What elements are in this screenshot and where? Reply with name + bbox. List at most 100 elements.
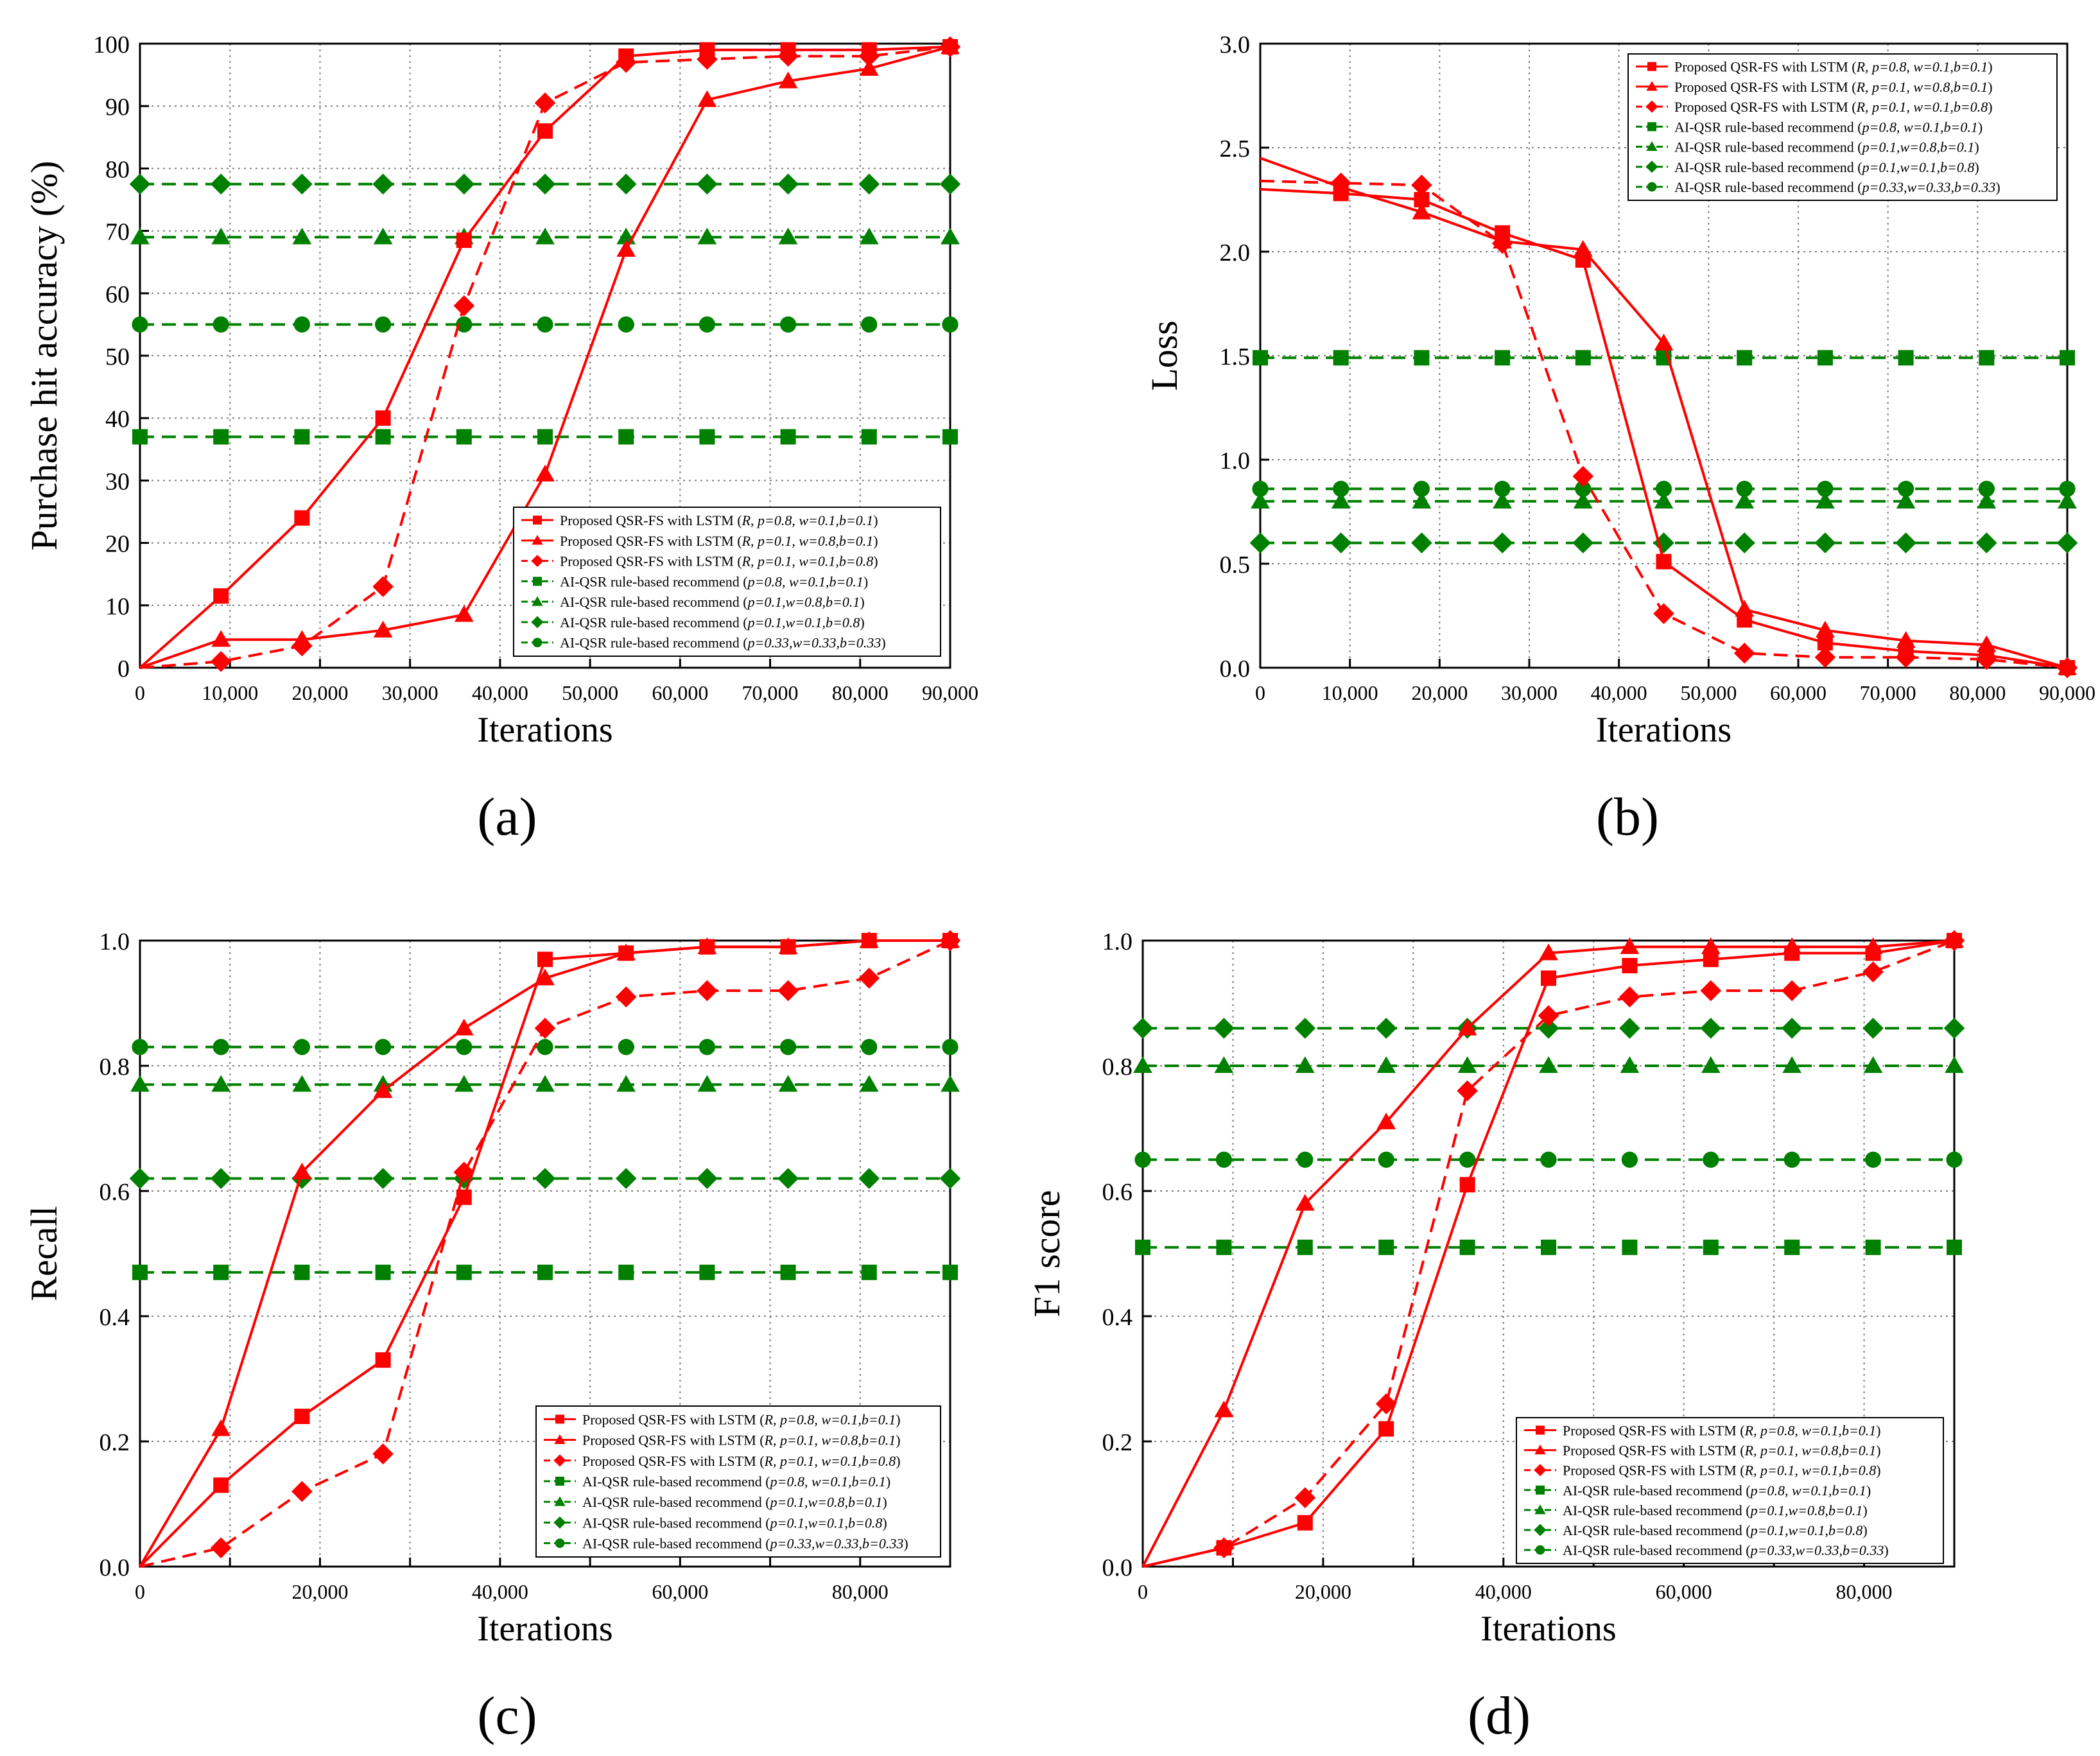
x-tick-label: 90,000 <box>922 681 978 704</box>
data-point <box>1491 532 1513 553</box>
data-point <box>1814 532 1836 553</box>
legend-item: AI-QSR rule-based recommend (p=0.33,w=0.… <box>1524 1542 1889 1558</box>
legend-item: AI-QSR rule-based recommend (p=0.1,w=0.1… <box>1524 1522 1868 1538</box>
data-point <box>1862 1018 1884 1039</box>
data-point <box>1378 1421 1394 1437</box>
data-point <box>537 1264 553 1280</box>
series-5 <box>1251 491 2077 509</box>
data-point <box>132 316 148 333</box>
data-point <box>1654 333 1674 351</box>
legend-marker <box>555 1414 564 1424</box>
data-point <box>2056 532 2078 553</box>
y-tick-label: 0.8 <box>1102 1054 1133 1081</box>
data-point <box>1539 943 1558 961</box>
legend-marker <box>1647 62 1656 71</box>
data-point <box>858 46 880 67</box>
data-point <box>1653 603 1674 625</box>
x-tick-label: 40,000 <box>1475 1580 1532 1603</box>
data-point <box>1573 239 1593 257</box>
legend-marker <box>531 555 544 568</box>
legend-marker <box>1536 1425 1545 1435</box>
legend-label: AI-QSR rule-based recommend (p=0.8, w=0.… <box>582 1473 890 1490</box>
data-point <box>1457 1018 1477 1036</box>
legend-label: AI-QSR rule-based recommend (p=0.1,w=0.1… <box>582 1515 887 1531</box>
legend-item: Proposed QSR-FS with LSTM (R, p=0.8, w=0… <box>1636 59 1993 75</box>
data-point <box>1133 1056 1152 1074</box>
legend-label: AI-QSR rule-based recommend (p=0.1,w=0.8… <box>560 594 865 610</box>
legend-label: AI-QSR rule-based recommend (p=0.1,w=0.1… <box>560 614 865 630</box>
data-point <box>132 429 148 445</box>
legend-marker <box>531 616 544 629</box>
data-point <box>697 1075 717 1092</box>
x-tick-label: 60,000 <box>1770 681 1827 704</box>
y-tick-label: 80 <box>105 156 130 183</box>
data-point <box>1653 532 1674 553</box>
data-point <box>1539 1056 1558 1074</box>
data-point <box>1737 350 1753 366</box>
legend-item: AI-QSR rule-based recommend (p=0.8, w=0.… <box>1524 1482 1871 1499</box>
legend: Proposed QSR-FS with LSTM (R, p=0.8, w=0… <box>1516 1417 1944 1564</box>
data-point <box>616 1075 636 1092</box>
data-point <box>535 227 555 245</box>
data-point <box>453 1161 475 1183</box>
data-point <box>1781 980 1803 1002</box>
legend-label: AI-QSR rule-based recommend (p=0.33,w=0.… <box>1563 1542 1889 1558</box>
data-point <box>2060 350 2075 366</box>
data-point <box>210 1168 232 1189</box>
panel-label: (b) <box>1596 787 1659 847</box>
data-point <box>1898 350 1914 366</box>
data-point <box>454 605 474 622</box>
data-point <box>1733 532 1755 553</box>
legend-item: Proposed QSR-FS with LSTM (R, p=0.1, w=0… <box>521 533 878 549</box>
data-point <box>615 986 637 1008</box>
legend-marker <box>555 1538 565 1548</box>
data-point <box>1898 480 1914 497</box>
data-point <box>1816 491 1835 509</box>
legend-marker <box>1535 1545 1545 1555</box>
legend-marker <box>1534 1524 1547 1536</box>
y-tick-label: 1.0 <box>100 928 130 955</box>
data-point <box>1700 1018 1722 1039</box>
data-point <box>293 316 310 333</box>
data-point <box>1895 532 1916 553</box>
data-point <box>780 1264 796 1280</box>
data-point <box>1331 491 1351 509</box>
data-point <box>1494 480 1511 497</box>
data-point <box>211 1075 231 1092</box>
legend-box <box>513 507 941 657</box>
data-point <box>697 227 717 245</box>
series-line <box>1260 179 2068 669</box>
data-point <box>373 227 393 245</box>
data-point <box>1375 1393 1397 1414</box>
legend-box <box>1516 1417 1944 1564</box>
series-7 <box>1134 1151 1963 1168</box>
data-point <box>291 1481 313 1502</box>
data-point <box>1781 1018 1803 1039</box>
data-point <box>210 650 232 672</box>
data-point <box>1733 643 1755 664</box>
data-point <box>1703 1239 1719 1255</box>
data-point <box>1333 480 1349 497</box>
data-point <box>213 316 229 333</box>
legend-label: Proposed QSR-FS with LSTM (R, p=0.1, w=0… <box>1674 79 1993 95</box>
data-point <box>778 1075 798 1092</box>
data-point <box>861 1039 878 1056</box>
data-point <box>294 1409 310 1424</box>
y-tick-label: 2.5 <box>1220 135 1251 162</box>
legend-item: AI-QSR rule-based recommend (p=0.1,w=0.1… <box>521 614 865 630</box>
data-point <box>615 1168 637 1189</box>
data-point <box>1817 350 1833 366</box>
data-point <box>1541 1239 1556 1255</box>
data-point <box>861 429 877 445</box>
data-point <box>942 1039 959 1056</box>
legend: Proposed QSR-FS with LSTM (R, p=0.8, w=0… <box>535 1405 941 1558</box>
data-point <box>1295 1194 1315 1211</box>
legend-label: Proposed QSR-FS with LSTM (R, p=0.1, w=0… <box>1563 1443 1881 1459</box>
data-point <box>1249 532 1271 553</box>
data-point <box>618 316 634 333</box>
data-point <box>213 1039 229 1056</box>
data-point <box>859 931 879 948</box>
y-tick-label: 100 <box>93 31 130 58</box>
data-point <box>1703 952 1719 968</box>
chart-panel-b: 0 10,000 20,000 30,000 40,000 50,000 60,000 70,… <box>1143 31 2096 847</box>
